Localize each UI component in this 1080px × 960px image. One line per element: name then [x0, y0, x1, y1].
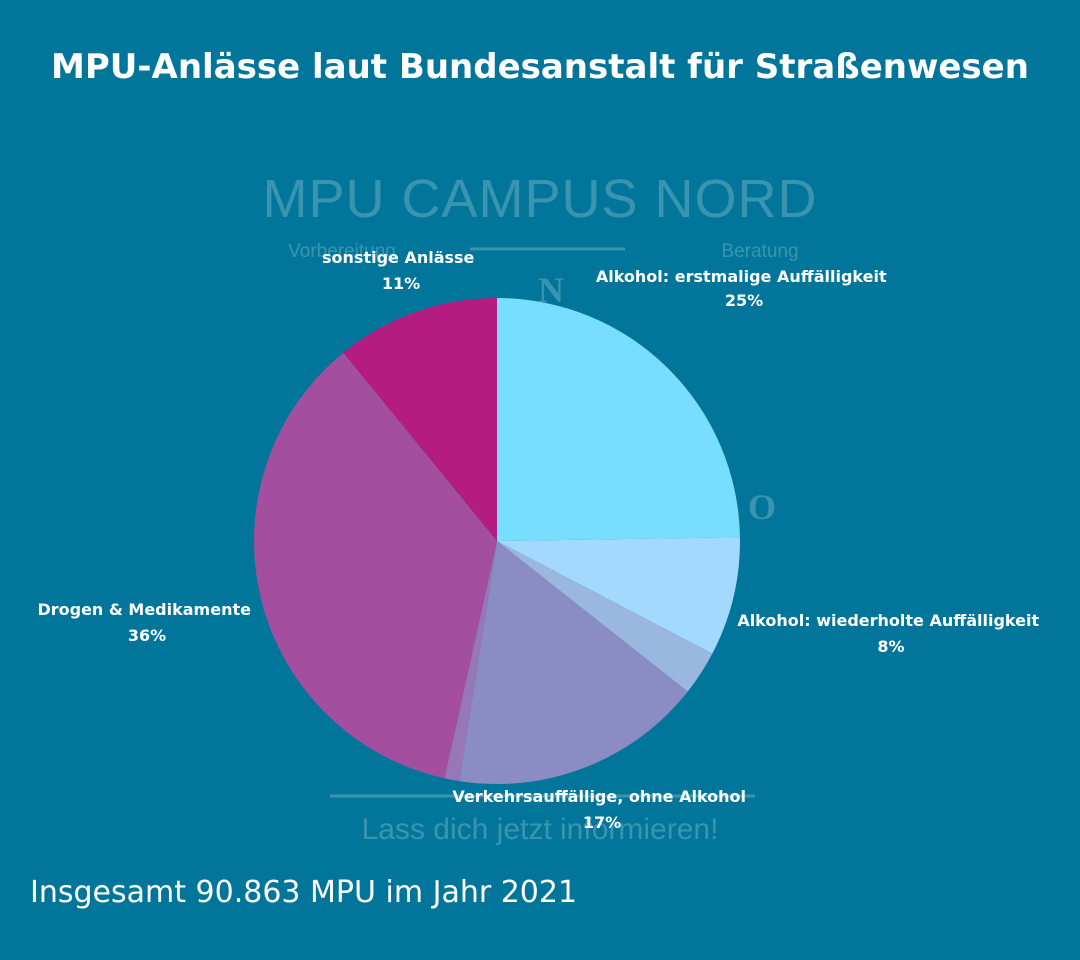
watermark: MPU CAMPUS NORD Vorbereitung Beratung N … — [262, 169, 817, 846]
label-verkehrsauffaellige: Verkehrsauffällige, ohne Alkohol 17% — [452, 787, 751, 832]
label-alkohol-erstmalig: Alkohol: erstmalige Auffälligkeit 25% — [596, 267, 892, 310]
pie-slice-1 — [497, 537, 740, 654]
label-sonstige-anlaesse: sonstige Anlässe 11% — [322, 248, 480, 293]
pie-slice-4 — [444, 541, 497, 782]
pie-slices — [254, 298, 740, 785]
pie-slice-2 — [497, 541, 713, 692]
chart-title: MPU-Anlässe laut Bundesanstalt für Straß… — [51, 47, 1029, 87]
pie-slice-5 — [254, 352, 497, 779]
watermark-left-tag: Vorbereitung — [288, 241, 396, 262]
watermark-letter-o: O — [748, 487, 776, 527]
slice-labels: Alkohol: erstmalige Auffälligkeit 25% Al… — [37, 248, 1044, 832]
watermark-bottom-text: Lass dich jetzt informieren! — [362, 813, 719, 846]
pie-slice-0 — [497, 298, 740, 541]
pie-slice-3 — [459, 541, 688, 785]
footer-total: Insgesamt 90.863 MPU im Jahr 2021 — [30, 875, 577, 910]
watermark-brand: MPU CAMPUS NORD — [262, 169, 817, 229]
label-alkohol-wiederholt: Alkohol: wiederholte Auffälligkeit 8% — [737, 611, 1044, 656]
watermark-right-tag: Beratung — [721, 241, 798, 262]
pie-slice-6 — [343, 298, 497, 541]
label-drogen-medikamente: Drogen & Medikamente 36% — [37, 600, 256, 645]
